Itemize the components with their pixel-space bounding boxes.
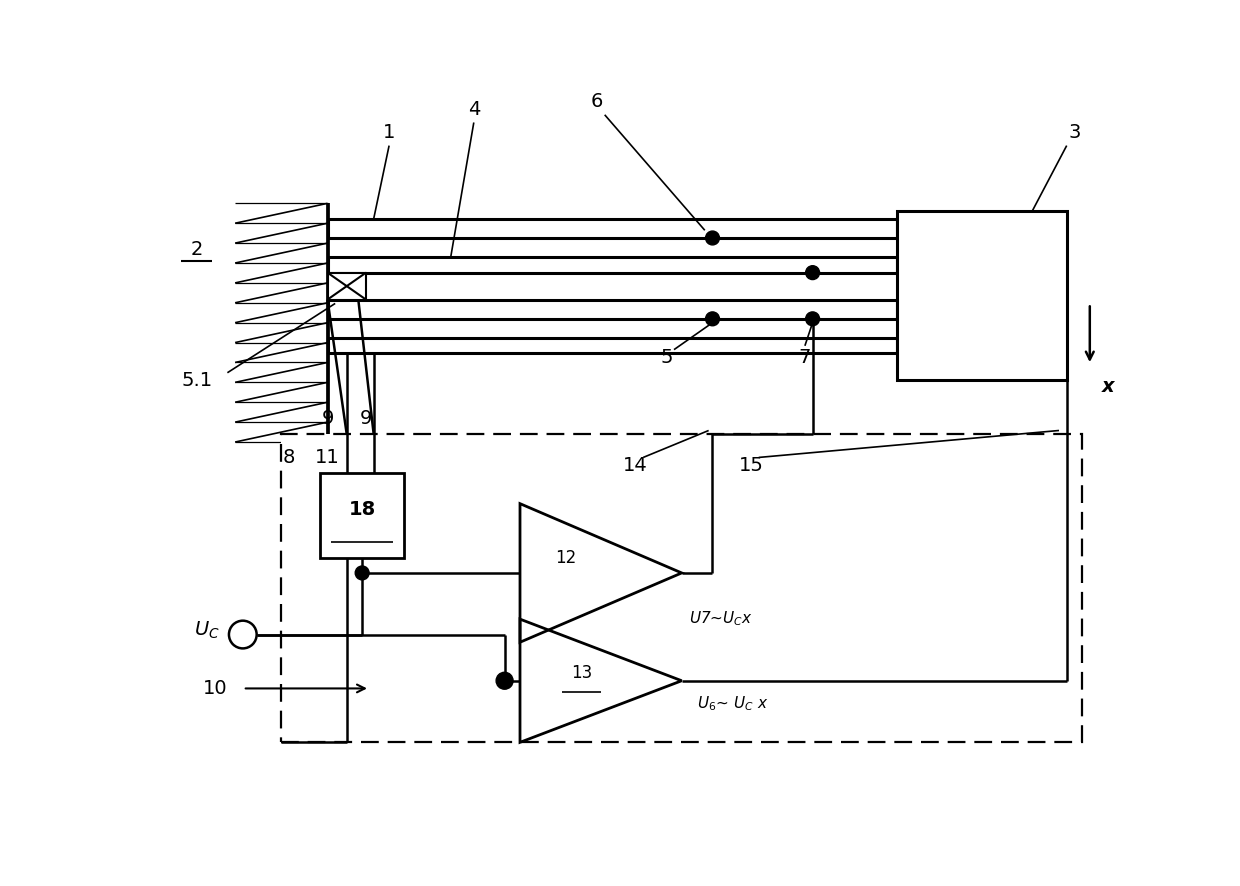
- Circle shape: [496, 672, 513, 689]
- Circle shape: [706, 231, 719, 245]
- Text: 9: 9: [321, 409, 334, 429]
- Bar: [320, 473, 404, 557]
- Text: 13: 13: [570, 664, 593, 682]
- Circle shape: [806, 312, 820, 326]
- Text: 6: 6: [590, 92, 603, 111]
- Circle shape: [806, 266, 820, 280]
- Bar: [281, 434, 1083, 742]
- Bar: [327, 273, 366, 299]
- Bar: [898, 211, 1066, 380]
- Text: 9: 9: [360, 409, 372, 429]
- Text: 2: 2: [191, 240, 203, 259]
- Text: 15: 15: [739, 455, 764, 475]
- Text: 8: 8: [283, 448, 295, 467]
- Text: 4: 4: [467, 99, 480, 119]
- Text: x: x: [1101, 377, 1114, 395]
- Text: 18: 18: [348, 500, 376, 518]
- Text: U7~U$_C$x: U7~U$_C$x: [689, 610, 754, 628]
- Circle shape: [706, 312, 719, 326]
- Text: U$_6$~ U$_C$ x: U$_6$~ U$_C$ x: [697, 695, 769, 713]
- Text: 12: 12: [556, 548, 577, 566]
- Text: 5.1: 5.1: [181, 371, 212, 390]
- Text: 14: 14: [624, 455, 647, 475]
- Text: 7: 7: [799, 348, 811, 367]
- Text: 5: 5: [660, 348, 672, 367]
- Circle shape: [355, 566, 370, 579]
- Text: 1: 1: [383, 123, 396, 142]
- Text: 11: 11: [315, 448, 340, 467]
- Text: U$_C$: U$_C$: [193, 620, 219, 641]
- Text: 3: 3: [1068, 123, 1080, 142]
- Text: 10: 10: [203, 679, 227, 698]
